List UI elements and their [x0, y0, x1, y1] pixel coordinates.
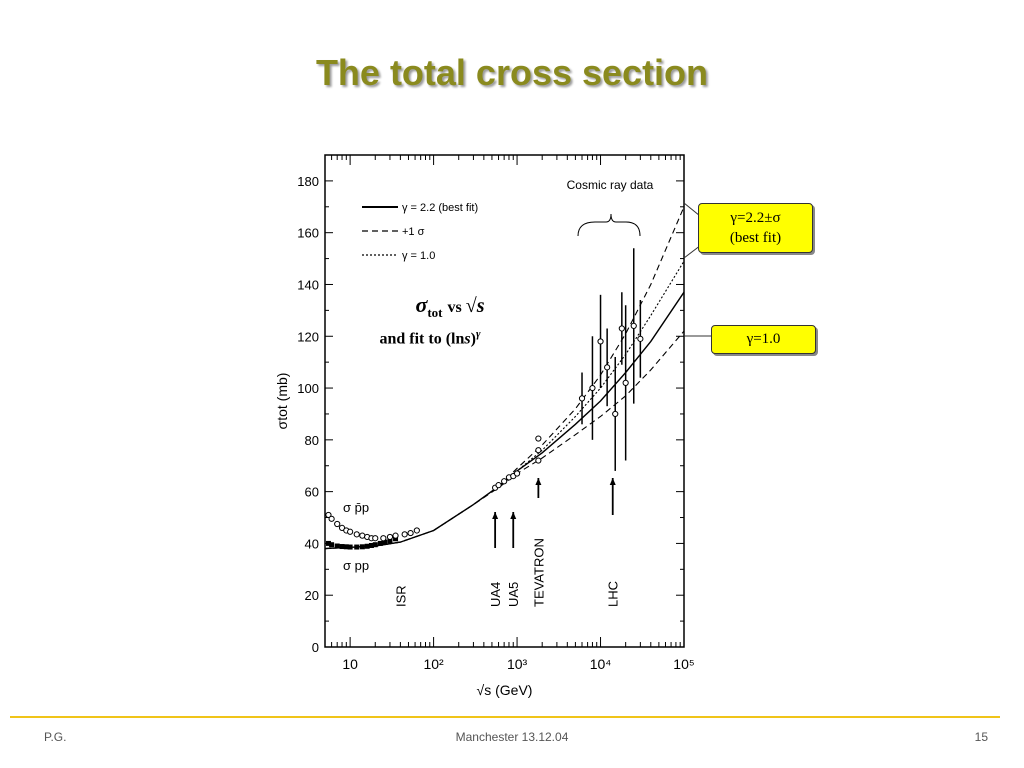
- callout-gamma-one: γ=1.0: [711, 325, 816, 354]
- pbarp-point: [386, 533, 394, 541]
- marker-label: LHC: [606, 581, 621, 607]
- pp-point: [339, 544, 345, 550]
- pbarp-point: [347, 528, 354, 535]
- y-tick-label: 0: [312, 640, 319, 655]
- axis-ticks: 0 20 40 60 80 100 120 140 160 180: [297, 155, 685, 655]
- legend-label: +1 σ: [402, 226, 425, 238]
- x-tick-label: 10²: [423, 656, 444, 672]
- cosmic-brace: [577, 213, 641, 237]
- y-tick-label: 60: [305, 485, 319, 500]
- lhc-arrow-head: [609, 478, 616, 485]
- pp-point: [382, 539, 388, 545]
- collider-point: [501, 478, 508, 485]
- pp-point: [393, 536, 399, 542]
- cosmic-point: [612, 410, 619, 418]
- pp-point: [372, 542, 378, 548]
- footer-venue-date: Manchester 13.12.04: [455, 730, 569, 744]
- marker-label: ISR: [393, 585, 408, 607]
- collider-point: [513, 470, 521, 477]
- legend: γ = 2.2 (best fit) +1 σ γ = 1.0: [362, 202, 478, 262]
- pp-label: σ pp: [343, 558, 369, 573]
- cosmic-point: [597, 338, 604, 345]
- y-tick-label: 100: [297, 381, 319, 396]
- collider-point: [495, 482, 502, 489]
- pbarp-label: σ p̄p: [343, 500, 369, 515]
- cosmic-point: [589, 384, 596, 392]
- marker-label: UA5: [506, 582, 521, 607]
- cosmic-point: [618, 325, 625, 332]
- pp-point: [354, 544, 360, 550]
- pbarp-point: [380, 535, 387, 542]
- callout-best-fit-line1: γ=2.2±σ: [730, 210, 781, 226]
- callout-best-fit-line2: (best fit): [729, 230, 782, 246]
- marker-label: UA4: [488, 582, 503, 607]
- footer-divider: [10, 716, 1000, 718]
- pp-point: [347, 544, 353, 550]
- annotation-fit-formula: and fit to (lns)γ: [379, 328, 481, 348]
- cosmic-point: [604, 364, 611, 371]
- axis-labels: 10 10² 10³ 10⁴ 10⁵ √s (GeV) σtot (mb) σ p̄p σ pp…: [274, 178, 695, 698]
- pp-point: [368, 542, 374, 548]
- ua5-arrow-head: [510, 512, 517, 519]
- pp-point: [377, 540, 383, 546]
- tevatron-arrow-head: [535, 478, 542, 485]
- footer-page-number: 15: [974, 730, 988, 744]
- accelerator-markers: ISR UA4 UA5 TEVATRON LHC: [393, 478, 621, 607]
- series-line: [324, 330, 685, 550]
- ua4-arrow-head: [492, 512, 499, 519]
- marker-label: TEVATRON: [531, 538, 546, 607]
- x-axis-label: √s (GeV): [477, 682, 533, 698]
- pp-point: [387, 538, 393, 544]
- callout-best-fit: γ=2.2±σ (best fit): [698, 203, 813, 253]
- y-axis-label: σtot (mb): [274, 373, 290, 430]
- y-tick-label: 40: [305, 536, 319, 551]
- collider-point: [535, 457, 542, 464]
- pbarp-point: [328, 515, 335, 522]
- cosmic-label: Cosmic ray data: [567, 178, 654, 192]
- pp-point: [364, 543, 370, 549]
- y-tick-label: 160: [297, 226, 319, 241]
- slide-title: The total cross section: [315, 52, 709, 93]
- y-tick-label: 20: [305, 588, 319, 603]
- pp-point: [325, 540, 331, 546]
- x-tick-label: 10³: [507, 656, 528, 672]
- x-tick-label: 10⁴: [590, 656, 612, 672]
- pp-point: [359, 544, 365, 550]
- pbarp-point: [407, 529, 414, 537]
- series-line: [324, 206, 685, 550]
- pbarp-point: [353, 531, 360, 538]
- pp-point: [329, 542, 335, 548]
- pbarp-point: [413, 527, 420, 534]
- y-tick-label: 180: [297, 174, 319, 189]
- y-tick-label: 120: [297, 329, 319, 344]
- x-tick-label: 10: [342, 656, 358, 672]
- cosmic-point: [622, 379, 629, 386]
- cosmic-point: [630, 322, 637, 330]
- pbarp-point: [334, 520, 341, 528]
- collider-point: [535, 435, 542, 442]
- plot-frame: [324, 154, 685, 648]
- legend-label: γ = 1.0: [402, 250, 435, 262]
- footer-author: P.G.: [44, 730, 67, 744]
- pp-point: [343, 544, 349, 550]
- data-points-layer: [325, 248, 644, 550]
- legend-label: γ = 2.2 (best fit): [402, 202, 478, 214]
- pbarp-point: [372, 535, 379, 542]
- collider-point: [535, 447, 542, 454]
- plot-border: [324, 154, 685, 648]
- pbarp-point: [401, 531, 408, 538]
- y-tick-label: 140: [297, 277, 319, 292]
- pp-point: [334, 543, 340, 549]
- cosmic-point: [637, 335, 644, 342]
- pbarp-point: [325, 511, 332, 519]
- cosmic-point: [578, 395, 586, 402]
- y-tick-label: 80: [305, 433, 319, 448]
- x-tick-label: 10⁵: [673, 656, 694, 672]
- pbarp-point: [392, 532, 399, 539]
- series-layer: [324, 206, 685, 550]
- annotation-sigma-vs-sqrt-s: σtot vs √s: [415, 292, 485, 320]
